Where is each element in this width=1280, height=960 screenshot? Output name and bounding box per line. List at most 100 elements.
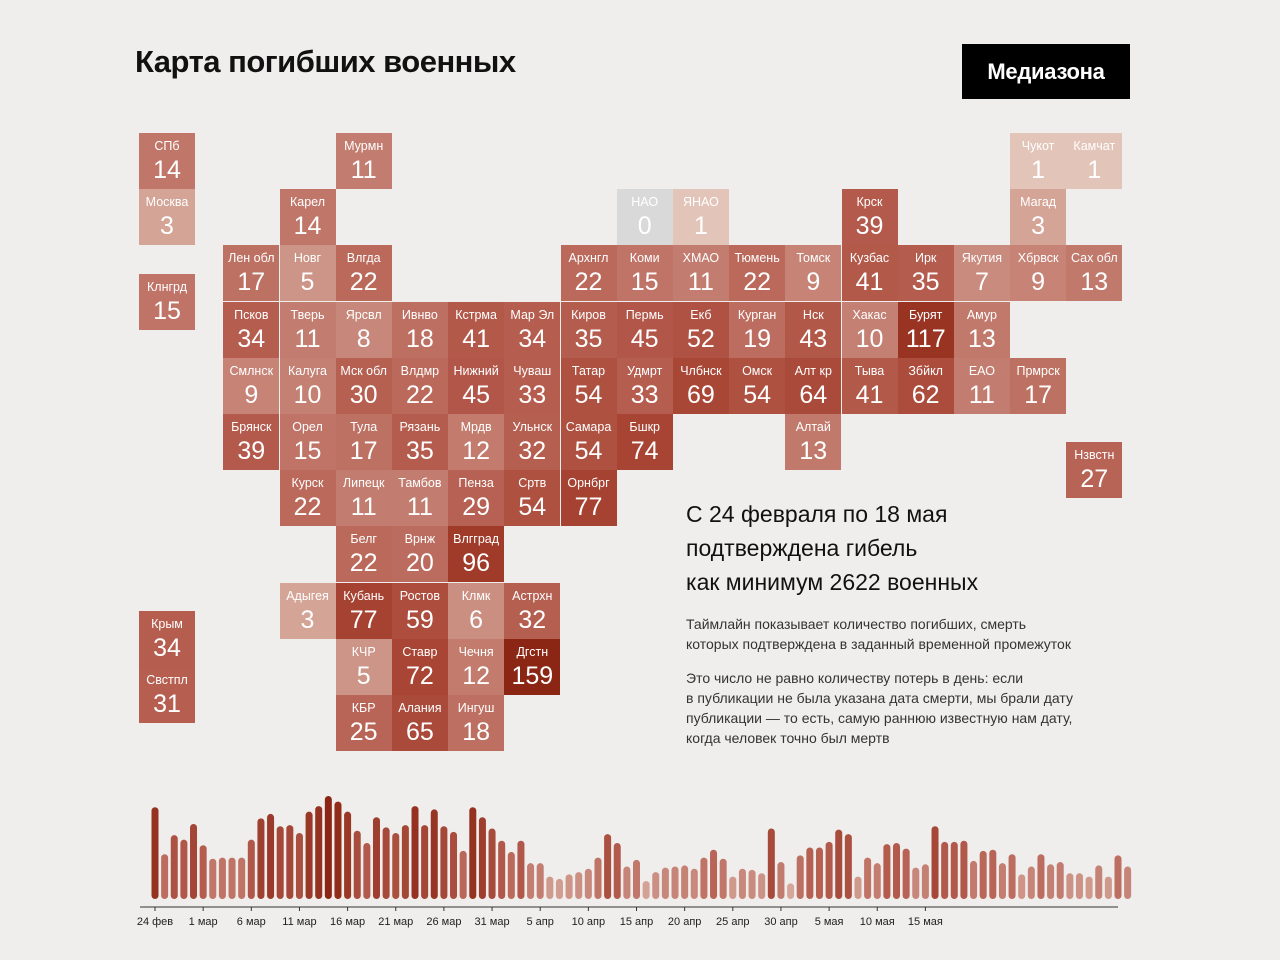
region-tile[interactable]: Мск обл 30 bbox=[335, 357, 392, 414]
region-tile[interactable]: Адыгея 3 bbox=[279, 582, 336, 639]
timeline-bar[interactable] bbox=[787, 883, 795, 899]
region-tile[interactable]: Члбнск 69 bbox=[672, 357, 729, 414]
timeline-bar[interactable] bbox=[478, 817, 486, 899]
region-tile[interactable]: Крск 39 bbox=[841, 189, 898, 246]
timeline-bar[interactable] bbox=[835, 829, 843, 899]
region-tile[interactable]: Калуга 10 bbox=[279, 357, 336, 414]
region-tile[interactable]: Ярсвл 8 bbox=[335, 301, 392, 358]
region-tile[interactable]: ЯНАО 1 bbox=[672, 189, 729, 246]
region-tile[interactable]: ЕАО 11 bbox=[953, 357, 1010, 414]
timeline-bar[interactable] bbox=[729, 876, 737, 899]
timeline-bar[interactable] bbox=[527, 863, 535, 899]
region-tile[interactable]: Нзвстн 27 bbox=[1066, 442, 1123, 499]
region-tile[interactable]: Курск 22 bbox=[279, 470, 336, 527]
region-tile[interactable]: Екб 52 bbox=[672, 301, 729, 358]
timeline-bar[interactable] bbox=[719, 858, 727, 899]
timeline-bar[interactable] bbox=[247, 839, 255, 899]
timeline-bar[interactable] bbox=[681, 865, 689, 899]
timeline-bar[interactable] bbox=[1114, 855, 1122, 899]
timeline-bar[interactable] bbox=[372, 817, 380, 899]
region-tile[interactable]: Бурят 117 bbox=[897, 301, 954, 358]
region-tile[interactable]: Алания 65 bbox=[391, 695, 448, 751]
timeline-bar[interactable] bbox=[1018, 874, 1026, 899]
region-tile[interactable]: Кубань 77 bbox=[335, 582, 392, 639]
region-tile[interactable]: Архнгл 22 bbox=[560, 245, 617, 302]
timeline-bar[interactable] bbox=[421, 825, 429, 899]
region-tile[interactable]: Хбрвск 9 bbox=[1010, 245, 1067, 302]
timeline-bar[interactable] bbox=[546, 876, 554, 899]
timeline-bar[interactable] bbox=[912, 867, 920, 899]
region-tile[interactable]: Удмрт 33 bbox=[616, 357, 673, 414]
timeline-bar[interactable] bbox=[979, 850, 987, 899]
timeline-bar[interactable] bbox=[575, 872, 583, 899]
timeline-bar[interactable] bbox=[642, 881, 650, 899]
region-tile[interactable]: ХМАО 11 bbox=[672, 245, 729, 302]
timeline-bar[interactable] bbox=[931, 826, 939, 899]
timeline-bar[interactable] bbox=[1066, 873, 1074, 899]
region-tile[interactable]: Курган 19 bbox=[729, 301, 786, 358]
timeline-bar[interactable] bbox=[604, 834, 612, 899]
timeline-bar[interactable] bbox=[295, 832, 303, 899]
timeline-bar-chart[interactable]: 24 фев 1 мар 6 мар 11 мар 16 мар 21 мар 26 мар… bbox=[0, 780, 1280, 940]
timeline-bar[interactable] bbox=[401, 825, 409, 899]
timeline-bar[interactable] bbox=[228, 857, 236, 899]
timeline-bar[interactable] bbox=[864, 857, 872, 899]
region-tile[interactable]: Магад 3 bbox=[1010, 189, 1067, 246]
timeline-bar[interactable] bbox=[257, 818, 265, 899]
region-tile[interactable]: Свстпл 31 bbox=[139, 666, 195, 723]
region-tile[interactable]: Ирк 35 bbox=[897, 245, 954, 302]
timeline-bar[interactable] bbox=[710, 849, 718, 899]
timeline-bar[interactable] bbox=[267, 813, 275, 899]
timeline-bar[interactable] bbox=[238, 857, 246, 899]
region-tile[interactable]: СПб 14 bbox=[139, 133, 195, 189]
timeline-bar[interactable] bbox=[777, 862, 785, 899]
timeline-bar[interactable] bbox=[286, 825, 294, 899]
timeline-bar[interactable] bbox=[748, 869, 756, 899]
region-tile[interactable]: Алтай 13 bbox=[785, 414, 842, 470]
timeline-bar[interactable] bbox=[199, 845, 207, 899]
region-tile[interactable]: Рязань 35 bbox=[391, 414, 448, 470]
region-tile[interactable]: Киров 35 bbox=[560, 301, 617, 358]
region-tile[interactable]: Дгстн 159 bbox=[504, 638, 561, 695]
region-tile[interactable]: Нск 43 bbox=[785, 301, 842, 358]
region-tile[interactable]: Чечня 12 bbox=[448, 638, 505, 695]
region-tile[interactable]: Кстрма 41 bbox=[448, 301, 505, 358]
timeline-bar[interactable] bbox=[950, 841, 958, 899]
region-tile[interactable]: Пермь 45 bbox=[616, 301, 673, 358]
timeline-bar[interactable] bbox=[671, 866, 679, 899]
region-tile[interactable]: Лен обл 17 bbox=[223, 245, 280, 302]
timeline-bar[interactable] bbox=[873, 863, 881, 899]
region-tile[interactable]: Тюмень 22 bbox=[729, 245, 786, 302]
region-tile[interactable]: Влдмр 22 bbox=[391, 357, 448, 414]
timeline-bar[interactable] bbox=[623, 866, 631, 899]
region-tile[interactable]: Орнбрг 77 bbox=[560, 470, 617, 527]
region-tile[interactable]: Нижний 45 bbox=[448, 357, 505, 414]
timeline-bar[interactable] bbox=[1075, 873, 1083, 899]
timeline-bar[interactable] bbox=[1085, 876, 1093, 899]
region-tile[interactable]: Псков 34 bbox=[223, 301, 280, 358]
region-tile[interactable]: Алт кр 64 bbox=[785, 357, 842, 414]
region-tile[interactable]: Прмрск 17 bbox=[1010, 357, 1067, 414]
timeline-bar[interactable] bbox=[893, 843, 901, 899]
timeline-bar[interactable] bbox=[844, 834, 852, 899]
region-tile[interactable]: Ингуш 18 bbox=[448, 695, 505, 751]
region-tile[interactable]: Амур 13 bbox=[953, 301, 1010, 358]
timeline-bar[interactable] bbox=[1124, 866, 1132, 899]
timeline-bar[interactable] bbox=[700, 857, 708, 899]
region-tile[interactable]: Ростов 59 bbox=[391, 582, 448, 639]
region-tile[interactable]: Камчат 1 bbox=[1066, 133, 1123, 189]
region-tile[interactable]: Смлнск 9 bbox=[223, 357, 280, 414]
region-tile[interactable]: Чукот 1 bbox=[1010, 133, 1067, 189]
timeline-bar[interactable] bbox=[565, 874, 573, 899]
timeline-bar[interactable] bbox=[324, 796, 332, 899]
timeline-bar[interactable] bbox=[430, 809, 438, 899]
region-tile[interactable]: Орел 15 bbox=[279, 414, 336, 470]
timeline-bar[interactable] bbox=[825, 841, 833, 899]
timeline-bar[interactable] bbox=[363, 843, 371, 899]
timeline-bar[interactable] bbox=[960, 840, 968, 899]
timeline-bar[interactable] bbox=[806, 847, 814, 900]
region-tile[interactable]: Ставр 72 bbox=[391, 638, 448, 695]
region-tile[interactable]: Мурмн 11 bbox=[335, 133, 392, 189]
timeline-bar[interactable] bbox=[555, 878, 563, 899]
region-tile[interactable]: Якутия 7 bbox=[953, 245, 1010, 302]
